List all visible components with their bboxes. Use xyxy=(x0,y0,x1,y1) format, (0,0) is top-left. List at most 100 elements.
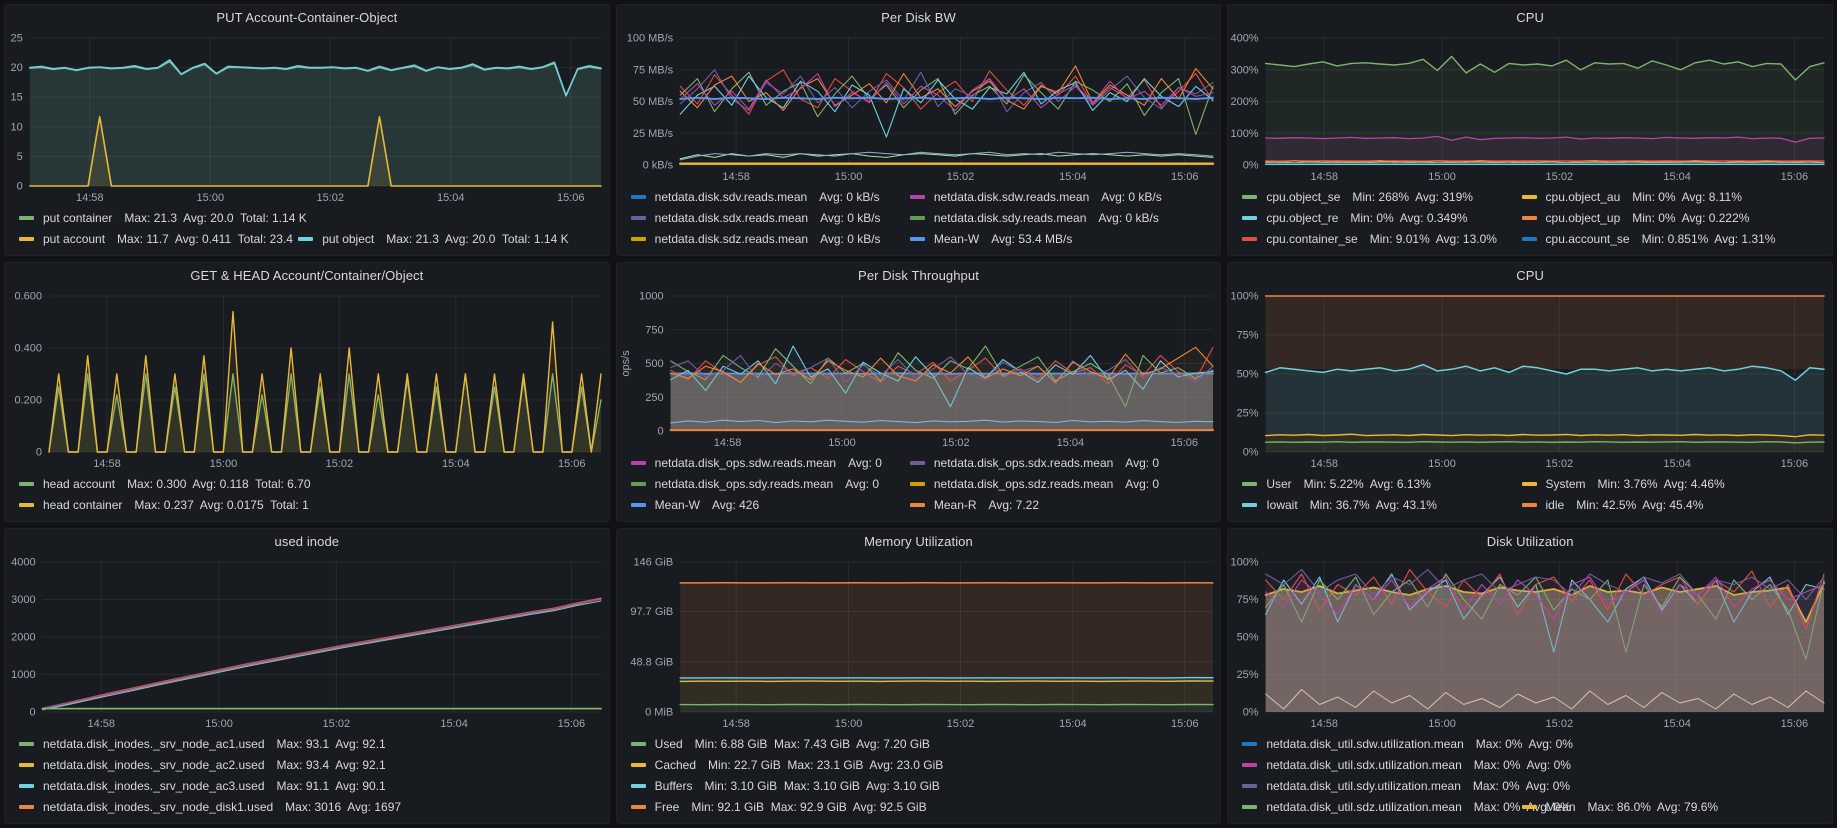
legend-item[interactable]: head account Max: 0.300 Avg: 0.118 Total:… xyxy=(19,477,311,491)
panel-header[interactable]: used inode xyxy=(5,529,609,554)
legend-item[interactable]: idle Min: 42.5% Avg: 45.4% xyxy=(1521,498,1703,512)
time-series-chart[interactable]: 14:58 15:00 15:02 15:04 15:06 0 250 500 750 1000 o… xyxy=(617,288,1221,451)
legend-stats: Max: 11.7 Avg: 0.411 Total: 23.4 xyxy=(117,231,293,246)
legend-swatch-icon xyxy=(1242,741,1258,746)
legend-item[interactable]: Used Min: 6.88 GiB Max: 7.43 GiB Avg: 7.2… xyxy=(630,737,930,751)
panel-header[interactable]: Disk Utilization xyxy=(1228,529,1832,554)
legend-item[interactable]: System Min: 3.76% Avg: 4.46% xyxy=(1521,477,1725,491)
legend-item[interactable]: Free Min: 92.1 GiB Max: 92.9 GiB Avg: 92.… xyxy=(630,800,927,814)
legend-item[interactable]: head container Max: 0.237 Avg: 0.0175 Tot… xyxy=(19,498,309,512)
svg-text:25: 25 xyxy=(11,33,23,45)
legend-item[interactable]: netdata.disk_inodes._srv_node_ac2.used Ma… xyxy=(19,758,386,772)
legend-item[interactable]: Mean-W Avg: 426 xyxy=(630,498,910,512)
legend-item[interactable]: netdata.disk_inodes._srv_node_disk1.used… xyxy=(19,800,401,814)
panel-header[interactable]: GET & HEAD Account/Container/Object xyxy=(5,263,609,288)
time-series-chart[interactable]: 14:58 15:00 15:02 15:04 15:06 0% 100% 200% 300% 4… xyxy=(1228,30,1832,185)
legend-item[interactable]: netdata.disk_ops.sdz.reads.mean Avg: 0 xyxy=(909,477,1159,491)
legend-item[interactable]: Mean Max: 86.0% Avg: 79.6% xyxy=(1521,800,1718,814)
legend: netdata.disk_inodes._srv_node_ac1.used Ma… xyxy=(5,732,609,823)
legend-item[interactable]: netdata.disk_util.sdw.utilization.mean Ma… xyxy=(1242,737,1573,751)
svg-text:15:00: 15:00 xyxy=(1429,171,1457,183)
legend-stats: Max: 93.1 Avg: 92.1 xyxy=(276,736,386,751)
legend-item[interactable]: netdata.disk_ops.sdy.reads.mean Avg: 0 xyxy=(630,477,910,491)
legend-item[interactable]: Mean-R Avg: 7.22 xyxy=(909,498,1039,512)
svg-text:15:06: 15:06 xyxy=(1171,718,1199,730)
legend-swatch-icon xyxy=(1242,804,1258,809)
panel-header[interactable]: Per Disk Throughput xyxy=(617,263,1221,288)
svg-text:0.200: 0.200 xyxy=(14,395,42,407)
time-series-chart[interactable]: 14:58 15:00 15:02 15:04 15:06 0% 25% 50% 75% 100% xyxy=(1228,288,1832,472)
legend-swatch-icon xyxy=(909,194,925,199)
svg-text:10: 10 xyxy=(11,121,23,133)
legend-item[interactable]: netdata.disk_util.sdy.utilization.mean Ma… xyxy=(1242,779,1570,793)
chart-canvas[interactable]: 14:58 15:00 15:02 15:04 15:06 0% 25% 50% 75% 100% xyxy=(1228,288,1832,472)
legend-stats: Avg: 0 kB/s xyxy=(819,189,880,204)
svg-text:15:00: 15:00 xyxy=(828,437,856,449)
svg-text:15:04: 15:04 xyxy=(1664,458,1692,470)
time-series-chart[interactable]: 14:58 15:00 15:02 15:04 15:06 0% 25% 50% 75% 100% xyxy=(1228,554,1832,732)
time-series-chart[interactable]: 14:58 15:00 15:02 15:04 15:06 0 5 10 15 20 25 xyxy=(5,30,609,206)
svg-text:15:00: 15:00 xyxy=(210,458,238,470)
legend-item[interactable]: netdata.disk_inodes._srv_node_ac1.used Ma… xyxy=(19,737,386,751)
legend-item[interactable]: netdata.disk.sdw.reads.mean Avg: 0 kB/s xyxy=(909,190,1162,204)
chart-canvas[interactable]: 14:58 15:00 15:02 15:04 15:06 0 250 500 750 1000 o… xyxy=(617,288,1221,451)
legend-item[interactable]: netdata.disk.sdx.reads.mean Avg: 0 kB/s xyxy=(630,211,910,225)
panel-header[interactable]: CPU xyxy=(1228,5,1832,30)
time-series-chart[interactable]: 14:58 15:00 15:02 15:04 15:06 0 0.200 0.400 0.60… xyxy=(5,288,609,472)
svg-text:15:00: 15:00 xyxy=(834,718,862,730)
legend-item[interactable]: netdata.disk.sdz.reads.mean Avg: 0 kB/s xyxy=(630,232,910,246)
legend-stats: Avg: 0 xyxy=(1125,455,1160,470)
svg-text:15:02: 15:02 xyxy=(326,458,354,470)
time-series-chart[interactable]: 14:58 15:00 15:02 15:04 15:06 0 MiB 48.8 GiB 97… xyxy=(617,554,1221,732)
legend-item[interactable]: cpu.container_se Min: 9.01% Avg: 13.0% xyxy=(1242,232,1521,246)
legend-item[interactable]: cpu.object_re Min: 0% Avg: 0.349% xyxy=(1242,211,1521,225)
legend-item[interactable]: cpu.account_se Min: 0.851% Avg: 1.31% xyxy=(1521,232,1775,246)
panel-header[interactable]: Memory Utilization xyxy=(617,529,1221,554)
chart-canvas[interactable]: 14:58 15:00 15:02 15:04 15:06 0 5 10 15 20 25 xyxy=(5,30,609,206)
svg-text:25%: 25% xyxy=(1237,669,1259,681)
legend-item[interactable]: netdata.disk.sdy.reads.mean Avg: 0 kB/s xyxy=(909,211,1159,225)
svg-text:100 MB/s: 100 MB/s xyxy=(626,33,673,45)
chart-canvas[interactable]: 14:58 15:00 15:02 15:04 15:06 0 kB/s 25 MB/s 50… xyxy=(617,30,1221,185)
panel-cpu-stacked: CPU 14:58 15:00 15:02 15:04 15:06 0% 25% 50% 75%… xyxy=(1227,262,1833,522)
panel-title: Per Disk Throughput xyxy=(858,268,979,283)
chart-canvas[interactable]: 14:58 15:00 15:02 15:04 15:06 0% 100% 200% 300% 4… xyxy=(1228,30,1832,185)
legend-item[interactable]: cpu.object_au Min: 0% Avg: 8.11% xyxy=(1521,190,1742,204)
legend-item[interactable]: put object Max: 21.3 Avg: 20.0 Total: 1.1… xyxy=(298,232,569,246)
legend-item[interactable]: netdata.disk_util.sdx.utilization.mean Ma… xyxy=(1242,758,1571,772)
legend-item[interactable]: netdata.disk_ops.sdx.reads.mean Avg: 0 xyxy=(909,455,1160,470)
chart-canvas[interactable]: 14:58 15:00 15:02 15:04 15:06 0 1000 2000 3000 40… xyxy=(5,554,609,732)
svg-text:50 MB/s: 50 MB/s xyxy=(632,96,673,108)
chart-canvas[interactable]: 14:58 15:00 15:02 15:04 15:06 0 MiB 48.8 GiB 97… xyxy=(617,554,1221,732)
svg-text:15:00: 15:00 xyxy=(197,192,225,204)
legend-stats: Max: 0.237 Avg: 0.0175 Total: 1 xyxy=(134,497,309,512)
chart-canvas[interactable]: 14:58 15:00 15:02 15:04 15:06 0% 25% 50% 75% 100% xyxy=(1228,554,1832,732)
panel-header[interactable]: CPU xyxy=(1228,263,1832,288)
time-series-chart[interactable]: 14:58 15:00 15:02 15:04 15:06 0 1000 2000 3000 40… xyxy=(5,554,609,732)
chart-canvas[interactable]: 14:58 15:00 15:02 15:04 15:06 0 0.200 0.400 0.60… xyxy=(5,288,609,472)
panel-header[interactable]: PUT Account-Container-Object xyxy=(5,5,609,30)
legend-item[interactable]: netdata.disk_ops.sdw.reads.mean Avg: 0 xyxy=(630,455,910,470)
legend-item[interactable]: netdata.disk.sdv.reads.mean Avg: 0 kB/s xyxy=(630,189,910,204)
legend-item[interactable]: Iowait Min: 36.7% Avg: 43.1% xyxy=(1242,498,1521,512)
legend-item[interactable]: Buffers Min: 3.10 GiB Max: 3.10 GiB Avg: … xyxy=(630,779,940,793)
legend-item[interactable]: Cached Min: 22.7 GiB Max: 23.1 GiB Avg: 2… xyxy=(630,758,943,772)
legend-item[interactable]: netdata.disk_util.sdz.utilization.mean Ma… xyxy=(1242,800,1571,814)
svg-text:25%: 25% xyxy=(1237,408,1259,420)
legend-item[interactable]: User Min: 5.22% Avg: 6.13% xyxy=(1242,477,1521,491)
legend-label: cpu.object_re xyxy=(1266,210,1339,225)
legend-item[interactable]: Mean-W Avg: 53.4 MB/s xyxy=(909,232,1072,246)
svg-text:0: 0 xyxy=(36,447,42,459)
legend-stats: Avg: 0 xyxy=(848,455,882,470)
legend-item[interactable]: put account Max: 11.7 Avg: 0.411 Total: 2… xyxy=(19,232,298,246)
time-series-chart[interactable]: 14:58 15:00 15:02 15:04 15:06 0 kB/s 25 MB/s 50… xyxy=(617,30,1221,185)
legend-item[interactable]: cpu.object_up Min: 0% Avg: 0.222% xyxy=(1521,211,1749,225)
svg-text:0: 0 xyxy=(17,181,23,193)
legend-swatch-icon xyxy=(1521,215,1537,220)
svg-text:14:58: 14:58 xyxy=(93,458,121,470)
legend-item[interactable]: netdata.disk_inodes._srv_node_ac3.used Ma… xyxy=(19,779,386,793)
panel-header[interactable]: Per Disk BW xyxy=(617,5,1221,30)
legend-item[interactable]: put container Max: 21.3 Avg: 20.0 Total: … xyxy=(19,211,307,225)
legend-stats: Max: 0% Avg: 0% xyxy=(1473,757,1571,772)
legend-item[interactable]: cpu.object_se Min: 268% Avg: 319% xyxy=(1242,190,1521,204)
